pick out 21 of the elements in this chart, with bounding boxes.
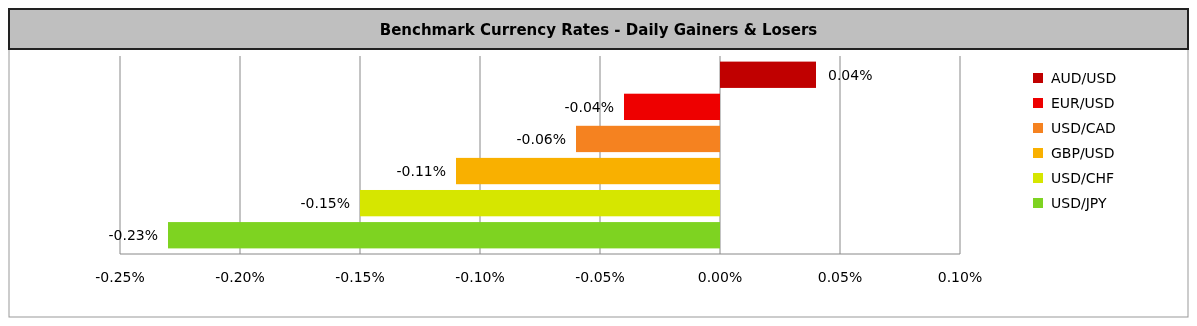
x-tick-label: 0.00% <box>697 269 743 285</box>
legend-label: USD/CHF <box>1051 170 1114 186</box>
data-label: -0.06% <box>516 130 566 147</box>
chart-title: Benchmark Currency Rates - Daily Gainers & Losers <box>379 21 818 39</box>
x-tick-label: -0.10% <box>455 269 505 285</box>
legend-label: AUD/USD <box>1051 70 1117 86</box>
data-label: -0.11% <box>396 163 446 180</box>
legend-label: EUR/USD <box>1051 95 1115 111</box>
data-label: -0.04% <box>564 98 614 115</box>
data-label: 0.04% <box>828 66 873 83</box>
x-tick-label: -0.15% <box>335 269 385 285</box>
x-tick-label: -0.25% <box>95 269 145 285</box>
x-tick-label: -0.05% <box>575 269 625 285</box>
data-label: -0.15% <box>300 195 350 212</box>
data-label: -0.23% <box>108 227 158 244</box>
legend-label: USD/JPY <box>1051 195 1107 211</box>
x-tick-label: 0.05% <box>817 269 863 285</box>
legend-label: USD/CAD <box>1051 120 1116 136</box>
legend-label: GBP/USD <box>1051 145 1115 161</box>
x-tick-label: 0.10% <box>937 269 983 285</box>
x-tick-label: -0.20% <box>215 269 265 285</box>
